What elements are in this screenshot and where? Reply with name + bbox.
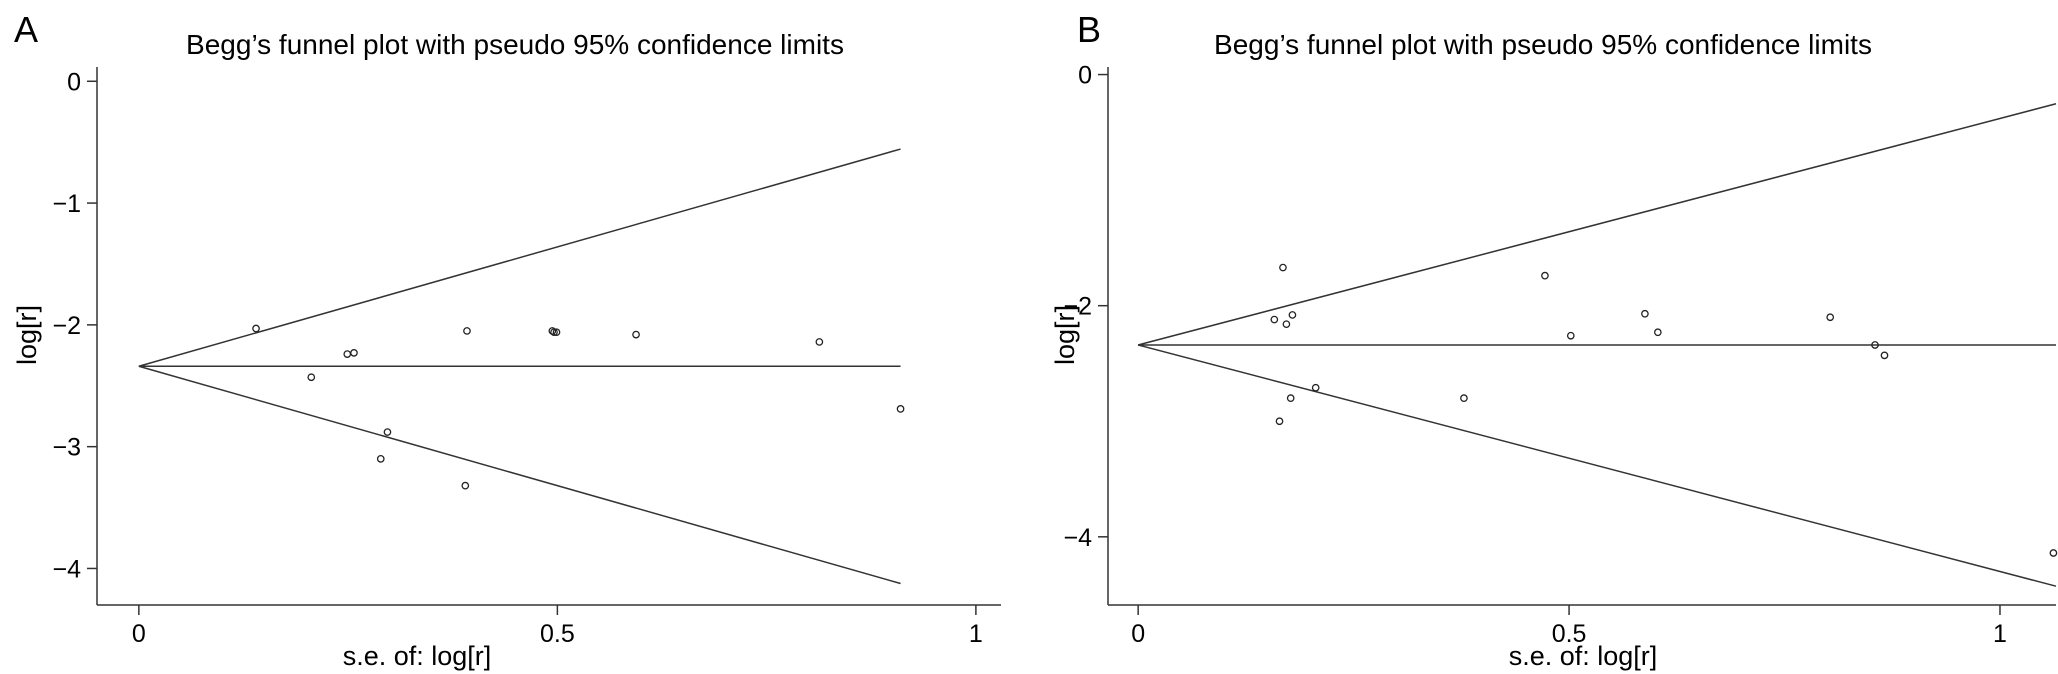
study-point (548, 327, 557, 335)
study-point (552, 328, 561, 337)
y-tick-label: −4 (1063, 524, 1092, 552)
study-point (1826, 313, 1835, 322)
chart-title: Begg’s funnel plot with pseudo 95% confi… (1214, 29, 1872, 60)
x-tick-label: 1 (1993, 620, 2007, 648)
panel-letter: B (1077, 9, 1101, 50)
x-tick-label: 0 (1131, 620, 1145, 648)
y-tick-label: −4 (52, 555, 81, 583)
lower-confidence-limit (1137, 344, 2057, 587)
study-point (1641, 309, 1649, 318)
y-tick-label: 0 (67, 68, 81, 96)
funnel-plot-panel-a: A Begg’s funnel plot with pseudo 95% con… (12, 9, 1001, 671)
study-point (463, 327, 471, 335)
funnel-plot-a: A Begg’s funnel plot with pseudo 95% con… (12, 9, 1001, 671)
study-point (1275, 417, 1284, 426)
study-point (1566, 331, 1575, 340)
chart-title: Begg’s funnel plot with pseudo 95% confi… (186, 29, 844, 60)
study-point (350, 349, 358, 357)
study-point (383, 428, 392, 436)
study-point (461, 481, 470, 490)
study-point (1286, 394, 1295, 402)
x-tick-label: 1 (969, 620, 983, 648)
y-tick-label: −2 (52, 312, 81, 340)
y-ticks: 0 −2 −4 (1063, 62, 1109, 605)
y-tick-label: −2 (1063, 293, 1092, 321)
y-tick-label: −1 (52, 190, 81, 218)
y-axis-label: log[r] (12, 305, 42, 365)
study-point (252, 324, 260, 333)
study-point (1279, 263, 1287, 272)
study-point (1653, 328, 1662, 337)
lower-confidence-limit (138, 365, 901, 585)
study-point (2049, 549, 2058, 557)
x-tick-label: 0.5 (1552, 620, 1587, 648)
study-point (1270, 315, 1279, 324)
study-point (1871, 341, 1879, 349)
funnel-plot-panel-b: B Begg’s funnel plot with pseudo 95% con… (1029, 0, 2058, 674)
y-tick-label: 0 (1078, 62, 1092, 90)
x-tick-label: 0.5 (540, 620, 575, 648)
x-ticks: 0 0.5 1 (1108, 604, 2056, 648)
funnel-lines (1137, 103, 2057, 587)
study-point (1460, 394, 1468, 402)
study-point (550, 328, 558, 337)
study-point (1282, 320, 1291, 329)
x-tick-label: 0 (132, 620, 146, 648)
study-points (252, 324, 905, 490)
study-point (307, 373, 316, 382)
study-point (343, 350, 352, 358)
study-point (815, 338, 824, 346)
study-point (1311, 383, 1320, 392)
x-axis-label: s.e. of: log[r] (1509, 641, 1658, 671)
upper-confidence-limit (1137, 103, 2057, 346)
y-ticks: 0 −1 −2 −3 −4 (52, 67, 98, 605)
y-tick-label: −3 (52, 434, 81, 462)
y-axis-label: log[r] (1050, 305, 1080, 365)
study-point (1541, 271, 1549, 280)
panel-letter: A (14, 9, 38, 50)
funnel-lines (138, 148, 901, 585)
study-point (376, 454, 385, 463)
study-point (632, 330, 640, 339)
study-point (896, 405, 905, 413)
x-axis-label: s.e. of: log[r] (343, 641, 492, 671)
study-points (1270, 263, 2058, 557)
x-ticks: 0 0.5 1 (97, 604, 1001, 648)
study-point (1880, 351, 1889, 360)
study-point (1288, 311, 1297, 319)
funnel-plot-b: B Begg’s funnel plot with pseudo 95% con… (1050, 9, 2058, 671)
upper-confidence-limit (138, 148, 901, 367)
